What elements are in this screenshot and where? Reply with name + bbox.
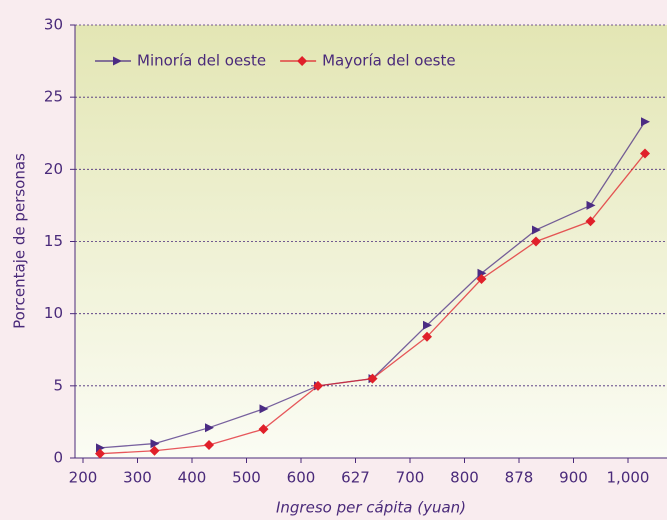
- x-tick-label: 800: [450, 469, 479, 487]
- point: [423, 320, 432, 330]
- point: [585, 216, 596, 227]
- point: [476, 274, 487, 285]
- point: [258, 424, 269, 435]
- point: [586, 200, 596, 210]
- point: [531, 236, 541, 247]
- point: [95, 448, 105, 459]
- y-tick-label: 15: [44, 232, 63, 250]
- x-tick-label: 300: [123, 469, 152, 487]
- point: [113, 56, 122, 66]
- point: [150, 439, 160, 449]
- point: [367, 373, 378, 384]
- point: [313, 380, 323, 391]
- legend-label: Mayoría del oeste: [322, 52, 456, 70]
- x-tick-label: 627: [341, 469, 370, 487]
- point: [422, 331, 432, 342]
- x-tick-label: 700: [396, 469, 425, 487]
- point: [297, 56, 308, 66]
- x-tick-label: 878: [505, 469, 534, 487]
- point: [205, 423, 214, 433]
- x-tick-label: 900: [559, 469, 588, 487]
- y-tick-label: 25: [44, 88, 63, 106]
- y-tick-label: 5: [53, 376, 63, 394]
- point: [641, 117, 650, 127]
- y-tick-label: 30: [44, 16, 63, 34]
- y-tick-label: 0: [53, 449, 63, 467]
- point: [640, 148, 650, 159]
- point: [149, 445, 160, 456]
- y-tick-label: 10: [44, 304, 63, 322]
- x-tick-label: 1,000: [607, 469, 650, 487]
- x-tick-label: 500: [232, 469, 261, 487]
- legend-label: Minoría del oeste: [137, 52, 266, 70]
- point: [259, 404, 269, 414]
- point: [204, 440, 214, 451]
- x-axis-label: Ingreso per cápita (yuan): [276, 499, 466, 517]
- x-tick-label: 200: [69, 469, 98, 487]
- x-tick-label: 600: [287, 469, 316, 487]
- x-tick-label: 400: [178, 469, 207, 487]
- point: [477, 268, 487, 278]
- point: [532, 225, 541, 235]
- point: [96, 443, 105, 453]
- y-tick-label: 20: [44, 160, 63, 178]
- y-axis-label: Porcentaje de personas: [11, 153, 29, 329]
